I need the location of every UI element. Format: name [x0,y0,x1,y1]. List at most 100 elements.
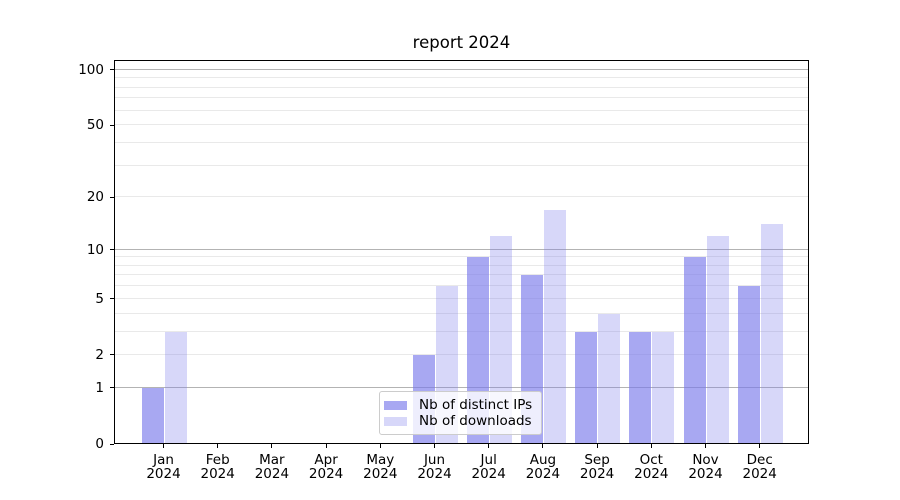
x-tick-month: Feb [205,452,230,468]
gridline-minor [114,285,809,287]
y-tick-label: 5 [95,290,104,307]
x-tick-label: Nov 2024 [676,453,736,481]
y-tick-label: 2 [95,346,104,363]
x-tick-yearline: 2024 [742,466,777,482]
bar-distinct-ips-sep [575,331,598,444]
x-tick-month: Jun [423,452,446,468]
x-tick-mark [379,444,381,448]
x-tick-mark [705,444,706,448]
bar-distinct-ips-oct [629,331,652,444]
x-tick-yearline: 2024 [363,466,398,482]
x-tick-yearline: 2024 [308,466,344,482]
chart-title: report 2024 [412,33,511,52]
bar-downloads-oct [652,331,675,444]
gridline-minor [114,77,809,79]
gridline-minor [114,86,809,88]
x-tick-label: Jan 2024 [134,453,194,481]
bar-downloads-nov [706,236,729,444]
bar-distinct-ips-nov [683,257,706,444]
gridline-major [114,68,809,70]
y-tick-mark [110,387,114,389]
x-tick-label: Jun 2024 [405,453,465,481]
y-tick-label: 50 [86,117,104,134]
x-tick-label: Apr 2024 [296,453,356,481]
gridline-minor [114,256,809,258]
x-tick-mark [759,444,761,448]
x-tick-mark [217,444,219,448]
gridline-major [114,386,809,388]
legend-swatch-downloads-icon [384,416,407,426]
x-tick-month: Aug [529,452,557,468]
x-tick-mark [542,444,544,448]
y-tick-mark [110,196,114,198]
gridline-minor [114,109,809,111]
bar-distinct-ips-dec [737,286,760,444]
gridline-minor [114,312,809,314]
gridline-minor [114,97,809,99]
x-tick-month: Jan [153,452,174,468]
gridline-minor [114,124,809,126]
y-tick-mark [110,443,114,445]
x-tick-mark [596,444,598,448]
y-tick-mark [110,249,114,251]
x-tick-label: Sep 2024 [567,453,627,481]
bar-downloads-dec [760,224,783,444]
legend: Nb of distinct IPs Nb of downloads [379,391,542,435]
x-tick-label: Feb 2024 [188,453,248,481]
y-tick-label: 20 [86,189,104,206]
x-tick-yearline: 2024 [471,466,506,482]
bar-downloads-sep [598,313,621,444]
x-tick-mark [488,444,490,448]
y-tick-label: 10 [86,241,104,258]
legend-entry-downloads: Nb of downloads [384,413,535,429]
x-tick-yearline: 2024 [525,466,561,482]
x-tick-yearline: 2024 [579,466,615,482]
x-tick-month: Nov [692,452,719,468]
x-tick-mark [163,444,164,448]
x-tick-mark [325,444,327,448]
bar-downloads-aug [543,209,566,444]
legend-label-distinct-ips: Nb of distinct IPs [419,397,533,413]
x-tick-label: May 2024 [350,453,410,481]
x-tick-month: Mar [259,452,285,468]
x-tick-month: Jul [480,452,497,468]
x-tick-yearline: 2024 [200,466,235,482]
legend-swatch-distinct-ips-icon [384,400,407,410]
y-tick-mark [110,124,114,126]
y-tick-mark [110,298,114,300]
x-tick-label: Oct 2024 [621,453,681,481]
x-tick-month: Apr [314,452,338,468]
y-tick-mark [110,69,114,71]
x-tick-month: Sep [584,452,610,468]
x-tick-label: Mar 2024 [242,453,302,481]
x-tick-yearline: 2024 [417,466,452,482]
gridline-minor [114,330,809,332]
x-tick-month: May [366,452,395,468]
gridline-minor [114,353,809,355]
x-tick-month: Dec [746,452,773,468]
x-tick-yearline: 2024 [634,466,669,482]
legend-label-downloads: Nb of downloads [419,413,532,429]
gridline-minor [114,274,809,276]
gridline-major [114,248,809,250]
plot-area: Nb of distinct IPs Nb of downloads [114,60,809,444]
x-tick-mark [650,444,652,448]
x-tick-yearline: 2024 [688,466,723,482]
gridline-minor [114,297,809,299]
x-tick-mark [271,444,273,448]
y-tick-label: 100 [78,61,104,78]
y-tick-label: 0 [95,436,104,452]
y-tick-mark [110,354,114,356]
gridline-minor [114,164,809,166]
bar-distinct-ips-jan [141,387,164,444]
gridline-minor [114,264,809,266]
x-tick-mark [434,444,435,448]
legend-entry-distinct-ips: Nb of distinct IPs [384,397,535,413]
x-tick-label: Aug 2024 [513,453,573,481]
x-tick-yearline: 2024 [254,466,290,482]
gridline-minor [114,141,809,143]
x-tick-month: Oct [639,452,663,468]
x-tick-label: Dec 2024 [730,453,790,481]
x-tick-yearline: 2024 [146,466,181,482]
